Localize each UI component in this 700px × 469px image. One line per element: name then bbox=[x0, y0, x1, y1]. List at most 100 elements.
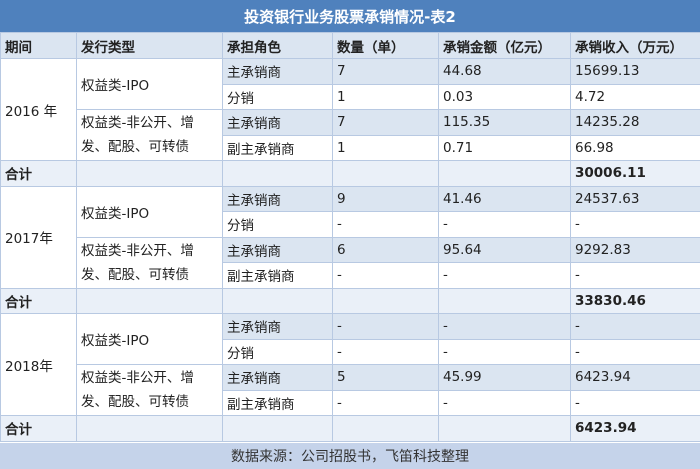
count-cell: - bbox=[332, 389, 439, 416]
role-cell: 主承销商 bbox=[222, 185, 333, 212]
underwriting-table: 期间 发行类型 承担角色 数量（单） 承销金额（亿元） 承销收入（万元） 201… bbox=[0, 32, 700, 442]
count-cell: 6 bbox=[332, 236, 439, 263]
amount-cell: - bbox=[438, 338, 571, 365]
amount-cell: 115.35 bbox=[438, 109, 571, 136]
income-cell: 9292.83 bbox=[570, 236, 700, 263]
role-cell: 副主承销商 bbox=[222, 389, 333, 416]
table-row: 分销 - - - bbox=[1, 338, 700, 365]
count-cell: 1 bbox=[332, 83, 439, 110]
issue-type-other: 权益类-非公开、增发、配股、可转债 bbox=[76, 109, 223, 161]
total-empty-cell bbox=[332, 287, 439, 314]
header-income: 承销收入（万元） bbox=[570, 32, 700, 59]
header-amount: 承销金额（亿元） bbox=[438, 32, 571, 59]
total-row: 合计 30006.11 bbox=[0, 160, 700, 187]
total-label: 合计 bbox=[0, 415, 77, 442]
issue-type-ipo: 权益类-IPO bbox=[76, 313, 223, 365]
role-cell: 主承销商 bbox=[222, 313, 333, 340]
role-cell: 副主承销商 bbox=[222, 134, 333, 161]
count-cell: 7 bbox=[332, 109, 439, 136]
issue-type-ipo: 权益类-IPO bbox=[76, 185, 223, 238]
role-cell: 分销 bbox=[222, 338, 333, 365]
table-title: 投资银行业务股票承销情况-表2 bbox=[0, 0, 700, 32]
table-row: 分销 - - - bbox=[1, 211, 700, 238]
role-cell: 分销 bbox=[222, 211, 333, 238]
count-cell: 1 bbox=[332, 134, 439, 161]
count-cell: - bbox=[332, 338, 439, 365]
role-cell: 主承销商 bbox=[222, 109, 333, 136]
header-period: 期间 bbox=[0, 32, 77, 59]
period-cell: 2017年 bbox=[0, 185, 77, 289]
header-role: 承担角色 bbox=[222, 32, 333, 59]
total-empty-cell bbox=[332, 160, 439, 187]
count-cell: 7 bbox=[332, 58, 439, 85]
total-empty-cell bbox=[76, 160, 223, 187]
issue-type-ipo: 权益类-IPO bbox=[76, 58, 223, 110]
amount-cell: 45.99 bbox=[438, 364, 571, 391]
period-cell: 2018年 bbox=[0, 313, 77, 416]
amount-cell: - bbox=[438, 211, 571, 238]
income-cell: - bbox=[570, 262, 700, 289]
total-empty-cell bbox=[76, 287, 223, 314]
total-empty-cell bbox=[76, 415, 223, 442]
amount-cell: 44.68 bbox=[438, 58, 571, 85]
total-empty-cell bbox=[222, 415, 333, 442]
table-row: 副主承销商 1 0.71 66.98 bbox=[1, 134, 700, 161]
header-issue-type: 发行类型 bbox=[76, 32, 223, 59]
total-label: 合计 bbox=[0, 160, 77, 187]
total-empty-cell bbox=[438, 160, 571, 187]
role-cell: 副主承销商 bbox=[222, 262, 333, 289]
table-row: 权益类-非公开、增发、配股、可转债 主承销商 5 45.99 6423.94 bbox=[1, 364, 700, 416]
count-cell: - bbox=[332, 262, 439, 289]
table-row: 2018年 权益类-IPO 主承销商 - - - bbox=[0, 313, 700, 416]
income-cell: 4.72 bbox=[570, 83, 700, 110]
total-empty-cell bbox=[222, 160, 333, 187]
total-empty-cell bbox=[332, 415, 439, 442]
period-cell: 2016 年 bbox=[0, 58, 77, 161]
income-cell: 6423.94 bbox=[570, 364, 700, 391]
income-cell: - bbox=[570, 338, 700, 365]
role-cell: 主承销商 bbox=[222, 364, 333, 391]
amount-cell: 41.46 bbox=[438, 185, 571, 212]
total-row: 合计 6423.94 bbox=[0, 415, 700, 442]
role-cell: 主承销商 bbox=[222, 58, 333, 85]
income-cell: 15699.13 bbox=[570, 58, 700, 85]
total-income: 6423.94 bbox=[570, 415, 700, 442]
header-count: 数量（单） bbox=[332, 32, 439, 59]
source-note: 数据来源：公司招股书，飞笛科技整理 bbox=[0, 443, 700, 469]
count-cell: 9 bbox=[332, 185, 439, 212]
amount-cell: 0.71 bbox=[438, 134, 571, 161]
income-cell: - bbox=[570, 389, 700, 416]
issue-type-other: 权益类-非公开、增发、配股、可转债 bbox=[76, 236, 223, 289]
table-body: 2016 年权益类-IPO 主承销商 7 44.68 15699.13 分销 1 0.03 4.… bbox=[0, 58, 700, 442]
total-income: 33830.46 bbox=[570, 287, 700, 314]
income-cell: 66.98 bbox=[570, 134, 700, 161]
header-row: 期间 发行类型 承担角色 数量（单） 承销金额（亿元） 承销收入（万元） bbox=[0, 32, 700, 59]
table-row: 2017年 权益类-IPO 主承销商 9 41.46 24537.63 bbox=[0, 185, 700, 289]
total-row: 合计 33830.46 bbox=[0, 287, 700, 314]
table-row: 副主承销商 - - - bbox=[1, 389, 700, 416]
issue-type-other: 权益类-非公开、增发、配股、可转债 bbox=[76, 364, 223, 416]
table-row: 2016 年权益类-IPO 主承销商 7 44.68 15699.13 bbox=[0, 58, 700, 161]
amount-cell: - bbox=[438, 262, 571, 289]
count-cell: 5 bbox=[332, 364, 439, 391]
income-cell: 14235.28 bbox=[570, 109, 700, 136]
table-row: 权益类-非公开、增发、配股、可转债 主承销商 6 95.64 9292.83 bbox=[1, 236, 700, 289]
income-cell: 24537.63 bbox=[570, 185, 700, 212]
total-empty-cell bbox=[222, 287, 333, 314]
amount-cell: - bbox=[438, 313, 571, 340]
amount-cell: 0.03 bbox=[438, 83, 571, 110]
count-cell: - bbox=[332, 313, 439, 340]
total-income: 30006.11 bbox=[570, 160, 700, 187]
total-empty-cell bbox=[438, 287, 571, 314]
count-cell: - bbox=[332, 211, 439, 238]
role-cell: 主承销商 bbox=[222, 236, 333, 263]
income-cell: - bbox=[570, 211, 700, 238]
amount-cell: - bbox=[438, 389, 571, 416]
income-cell: - bbox=[570, 313, 700, 340]
total-label: 合计 bbox=[0, 287, 77, 314]
amount-cell: 95.64 bbox=[438, 236, 571, 263]
table-row: 权益类-非公开、增发、配股、可转债 主承销商 7 115.35 14235.28 bbox=[1, 109, 700, 161]
role-cell: 分销 bbox=[222, 83, 333, 110]
total-empty-cell bbox=[438, 415, 571, 442]
